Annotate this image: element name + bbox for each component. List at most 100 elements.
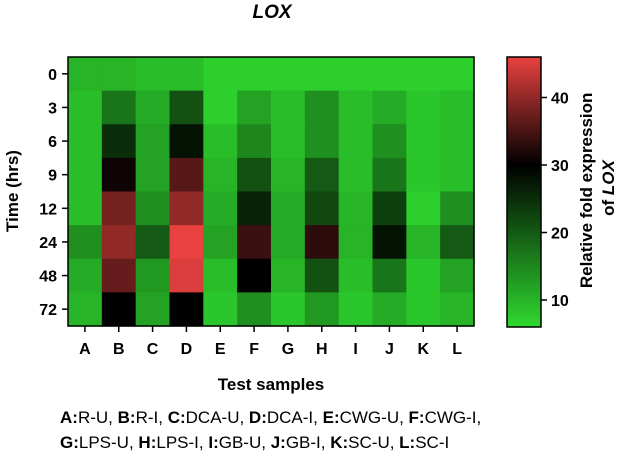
heatmap-cell xyxy=(203,292,238,327)
heatmap-cell xyxy=(101,124,137,159)
key-letter: E: xyxy=(322,408,340,427)
heatmap-cell xyxy=(135,191,171,226)
x-tick-label: I xyxy=(353,341,357,358)
heatmap-cell xyxy=(440,191,475,226)
key-letter: F: xyxy=(408,408,425,427)
heatmap-cell xyxy=(406,225,441,260)
key-letter: B: xyxy=(117,408,136,427)
heatmap-cell xyxy=(135,225,171,260)
colorbar-ticks: 10 20 30 40 xyxy=(541,91,569,310)
x-tick-label: L xyxy=(452,341,462,358)
heatmap-cell xyxy=(406,57,441,92)
x-tick-label: G xyxy=(282,341,294,358)
heatmap-cell xyxy=(304,157,340,193)
y-tick-label: 24 xyxy=(39,235,57,252)
key-sample: DCA-I, xyxy=(266,408,323,427)
heatmap-cell xyxy=(237,225,272,260)
heatmap-cell xyxy=(304,57,340,92)
heatmap-cell xyxy=(440,124,475,159)
y-tick-label: 72 xyxy=(39,302,57,319)
heatmap-cell xyxy=(440,157,475,193)
heatmap-cell xyxy=(440,57,475,92)
heatmap-cell xyxy=(203,191,238,226)
y-tick-label: 48 xyxy=(39,269,57,286)
x-tick-label: B xyxy=(113,341,125,358)
heatmap-cell xyxy=(237,157,272,193)
heatmap-cell xyxy=(338,124,374,159)
heatmap-cell xyxy=(169,225,204,260)
heatmap-cell xyxy=(135,292,171,327)
heatmap-cell xyxy=(169,191,204,226)
heatmap-cell xyxy=(440,90,475,125)
y-tick-label: 6 xyxy=(48,134,57,151)
key-sample: SC-U, xyxy=(348,433,400,452)
heatmap-cell xyxy=(271,225,306,260)
heatmap-cell xyxy=(169,157,204,193)
key-letter: J: xyxy=(270,433,286,452)
y-tick-label: 9 xyxy=(48,168,57,185)
heatmap-cell xyxy=(203,258,238,293)
heatmap-cell xyxy=(237,90,272,125)
key-letter: H: xyxy=(138,433,157,452)
heatmap-cell xyxy=(271,57,306,92)
heatmap-cell xyxy=(135,90,171,125)
heatmap-cell xyxy=(237,124,272,159)
heatmap-cell xyxy=(169,292,204,327)
key-letter: K: xyxy=(330,433,349,452)
heatmap-cell xyxy=(203,124,238,159)
heatmap-cell xyxy=(304,124,340,159)
heatmap-cell xyxy=(338,292,374,327)
heatmap-cell xyxy=(372,57,407,92)
sample-key: A:R-U, B:R-I, C:DCA-U, D:DCA-I, E:CWG-U,… xyxy=(60,405,630,455)
heatmap-cell xyxy=(101,225,137,260)
sample-key-line-2: G:LPS-U, H:LPS-I, I:GB-U, J:GB-I, K:SC-U… xyxy=(60,430,630,455)
heatmap-cell xyxy=(68,57,103,92)
heatmap-cell xyxy=(271,191,306,226)
x-axis: A B C D E F G H I J K L xyxy=(79,326,462,358)
heatmap-cell xyxy=(406,258,441,293)
colorbar-title-line-2-prefix: of xyxy=(599,195,618,216)
heatmap-cell xyxy=(372,258,407,293)
heatmap-cell xyxy=(237,57,272,92)
colorbar-title-gene: LOX xyxy=(599,158,618,195)
heatmap-cell xyxy=(237,191,272,226)
x-axis-title: Test samples xyxy=(218,375,324,394)
heatmap-cell xyxy=(68,124,103,159)
heatmap-cell xyxy=(304,292,340,327)
heatmap-cell xyxy=(440,292,475,327)
colorbar-tick-label: 30 xyxy=(551,158,569,175)
key-letter: L: xyxy=(399,433,416,452)
key-sample: LPS-U, xyxy=(78,433,139,452)
heatmap-cell xyxy=(406,90,441,125)
heatmap-cell xyxy=(338,157,374,193)
heatmap-cell xyxy=(237,258,272,293)
heatmap-cell xyxy=(406,292,441,327)
key-sample: GB-U, xyxy=(218,433,271,452)
heatmap-cells xyxy=(68,57,475,327)
key-sample: R-U, xyxy=(77,408,118,427)
sample-key-line-1: A:R-U, B:R-I, C:DCA-U, D:DCA-I, E:CWG-U,… xyxy=(60,405,630,430)
heatmap-cell xyxy=(203,225,238,260)
key-sample: GB-I, xyxy=(285,433,331,452)
heatmap-cell xyxy=(169,258,204,293)
colorbar-title-line-1: Relative fold expression xyxy=(577,93,596,289)
y-tick-label: 0 xyxy=(48,67,57,84)
heatmap-cell xyxy=(304,90,340,125)
heatmap-cell xyxy=(406,157,441,193)
y-axis-title: Time (hrs) xyxy=(3,150,22,232)
heatmap-cell xyxy=(135,258,171,293)
key-sample: SC-I xyxy=(415,433,450,452)
key-sample: DCA-U, xyxy=(185,408,249,427)
heatmap-cell xyxy=(169,124,204,159)
heatmap-cell xyxy=(68,292,103,327)
heatmap-cell xyxy=(304,191,340,226)
heatmap-cell xyxy=(101,258,137,293)
key-letter: G: xyxy=(60,433,79,452)
x-tick-label: K xyxy=(417,341,429,358)
heatmap-cell xyxy=(271,258,306,293)
x-tick-label: E xyxy=(215,341,226,358)
heatmap-cell xyxy=(304,225,340,260)
heatmap-cell xyxy=(406,124,441,159)
heatmap-cell xyxy=(135,157,171,193)
